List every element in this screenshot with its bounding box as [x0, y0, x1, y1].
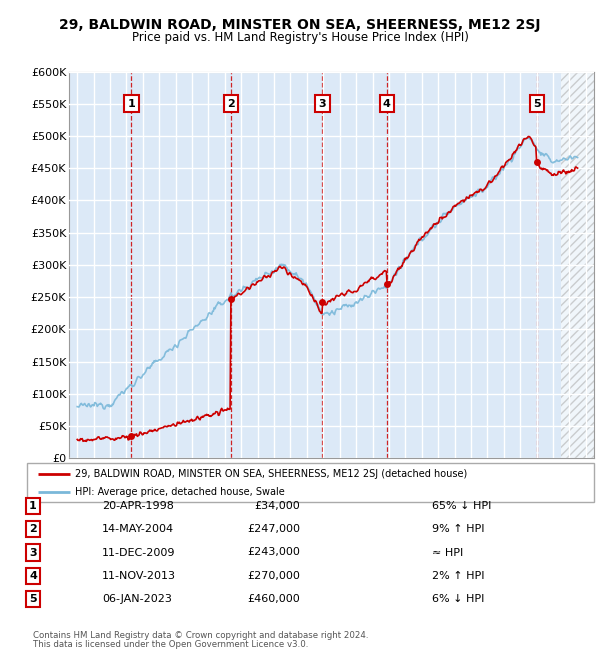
- Text: ≈ HPI: ≈ HPI: [432, 547, 463, 558]
- Text: 4: 4: [29, 571, 37, 581]
- Text: 2: 2: [29, 524, 37, 534]
- Text: This data is licensed under the Open Government Licence v3.0.: This data is licensed under the Open Gov…: [33, 640, 308, 649]
- Text: £243,000: £243,000: [247, 547, 300, 558]
- Text: 3: 3: [29, 547, 37, 558]
- Text: 11-DEC-2009: 11-DEC-2009: [102, 547, 176, 558]
- Text: 11-NOV-2013: 11-NOV-2013: [102, 571, 176, 581]
- Text: HPI: Average price, detached house, Swale: HPI: Average price, detached house, Swal…: [75, 487, 285, 497]
- Text: 4: 4: [383, 99, 391, 109]
- Text: Price paid vs. HM Land Registry's House Price Index (HPI): Price paid vs. HM Land Registry's House …: [131, 31, 469, 44]
- Text: £34,000: £34,000: [254, 500, 300, 511]
- Text: 5: 5: [533, 99, 541, 109]
- Text: 2% ↑ HPI: 2% ↑ HPI: [432, 571, 485, 581]
- Text: 3: 3: [319, 99, 326, 109]
- Text: 6% ↓ HPI: 6% ↓ HPI: [432, 594, 484, 604]
- Text: 29, BALDWIN ROAD, MINSTER ON SEA, SHEERNESS, ME12 2SJ (detached house): 29, BALDWIN ROAD, MINSTER ON SEA, SHEERN…: [75, 469, 467, 478]
- Text: 65% ↓ HPI: 65% ↓ HPI: [432, 500, 491, 511]
- Text: 1: 1: [127, 99, 135, 109]
- Text: 20-APR-1998: 20-APR-1998: [102, 500, 174, 511]
- Text: £460,000: £460,000: [247, 594, 300, 604]
- FancyBboxPatch shape: [27, 463, 594, 502]
- Text: 14-MAY-2004: 14-MAY-2004: [102, 524, 174, 534]
- Bar: [561, 72, 594, 458]
- Text: £247,000: £247,000: [247, 524, 300, 534]
- Text: 29, BALDWIN ROAD, MINSTER ON SEA, SHEERNESS, ME12 2SJ: 29, BALDWIN ROAD, MINSTER ON SEA, SHEERN…: [59, 18, 541, 32]
- Text: 2: 2: [227, 99, 235, 109]
- Text: 9% ↑ HPI: 9% ↑ HPI: [432, 524, 485, 534]
- Text: 1: 1: [29, 500, 37, 511]
- Text: £270,000: £270,000: [247, 571, 300, 581]
- Text: 5: 5: [29, 594, 37, 604]
- Text: 06-JAN-2023: 06-JAN-2023: [102, 594, 172, 604]
- Text: Contains HM Land Registry data © Crown copyright and database right 2024.: Contains HM Land Registry data © Crown c…: [33, 631, 368, 640]
